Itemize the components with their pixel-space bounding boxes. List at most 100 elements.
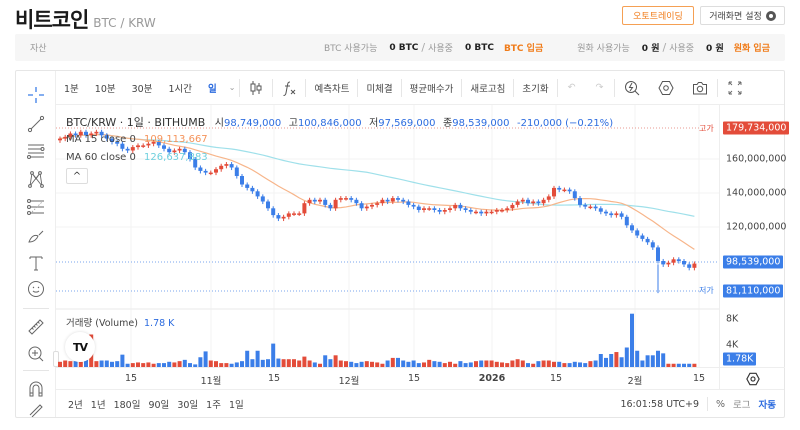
trend-line-tool[interactable] xyxy=(24,113,48,135)
smiley-icon xyxy=(28,281,44,297)
ma60-legend[interactable]: MA 60 close 0 126,637,883 xyxy=(66,152,208,163)
zoom-in-tool[interactable] xyxy=(24,343,48,365)
price-tick: 120,000,000 xyxy=(726,221,787,233)
hexagon-settings-icon xyxy=(657,80,674,95)
time-axis-label: 15 xyxy=(124,373,138,384)
interval-1h[interactable]: 1시간 xyxy=(168,83,193,95)
autotrading-button[interactable]: 오토트레이딩 xyxy=(622,6,694,25)
indicators-button[interactable] xyxy=(273,71,305,104)
symbol-label: BTC/KRW · 1일 · BITHUMB xyxy=(66,116,206,129)
volume-tick: 8K xyxy=(726,313,739,325)
interval-30m[interactable]: 30분 xyxy=(131,83,153,95)
volume-value: 1.78 K xyxy=(144,318,175,329)
time-axis-label: 15 xyxy=(267,373,281,384)
chart-type-button[interactable] xyxy=(240,71,272,104)
open-orders-button[interactable]: 미체결 xyxy=(366,83,393,95)
function-fx-icon xyxy=(283,81,296,96)
toolbar-divider xyxy=(357,78,359,97)
brush-icon xyxy=(28,230,44,243)
refresh-button[interactable]: 새로고침 xyxy=(470,83,506,95)
btc-deposit-link[interactable]: BTC 입금 xyxy=(503,44,544,54)
asset-label: 자산 xyxy=(30,44,47,54)
range-1y[interactable]: 1년 xyxy=(90,400,106,411)
range-1d[interactable]: 1일 xyxy=(228,400,244,411)
interval-10m[interactable]: 10분 xyxy=(94,83,116,95)
quick-search-button[interactable] xyxy=(615,71,649,104)
brush-tool[interactable] xyxy=(24,225,48,247)
pattern-tool[interactable] xyxy=(24,168,48,190)
redo-icon[interactable]: ↷ xyxy=(595,82,604,93)
chart-settings-button[interactable] xyxy=(649,71,683,104)
avg-buy-price-button[interactable]: 평균매수가 xyxy=(409,83,454,95)
high-side-label: 고가 xyxy=(699,124,714,133)
price-axis[interactable]: 160,000,000 140,000,000 120,000,000 179,… xyxy=(719,105,790,375)
price-chart-canvas[interactable] xyxy=(56,105,719,375)
forecast-chart-button[interactable]: 예측차트 xyxy=(314,83,350,95)
magnet-tool[interactable] xyxy=(24,378,48,400)
toolbar-divider xyxy=(272,78,274,97)
time-axis-label: 2026 xyxy=(478,373,506,384)
toolbar-divider xyxy=(716,78,718,97)
undo-icon[interactable]: ↶ xyxy=(567,82,576,93)
crosshair-icon xyxy=(28,87,44,103)
zoom-in-icon xyxy=(28,346,44,362)
slash: / xyxy=(421,41,426,54)
low-price-tag: 81,110,000 xyxy=(723,284,784,298)
ma60-value: 126,637,883 xyxy=(144,152,208,163)
panel-collapse-handle[interactable] xyxy=(53,351,59,367)
ma15-value: 109,113,667 xyxy=(144,134,208,145)
candlestick-icon xyxy=(250,80,262,95)
reset-button[interactable]: 초기화 xyxy=(522,83,549,95)
range-180d[interactable]: 180일 xyxy=(113,400,141,411)
trade-screen-settings-button[interactable]: 거래화면 설정 xyxy=(700,6,785,25)
ma15-legend[interactable]: MA 15 close 0 109,113,667 xyxy=(66,134,208,145)
interval-1m[interactable]: 1분 xyxy=(64,83,79,95)
screenshot-button[interactable] xyxy=(683,71,717,104)
emoji-tool[interactable] xyxy=(24,278,48,300)
high-value: 100,846,000 xyxy=(297,118,362,129)
auto-scale-toggle[interactable]: 자동 xyxy=(758,400,776,411)
fibonacci-tool[interactable] xyxy=(24,196,48,218)
log-scale-toggle[interactable]: 로그 xyxy=(733,400,751,411)
crosshair-tool[interactable] xyxy=(24,84,48,106)
fullscreen-button[interactable] xyxy=(718,71,752,104)
toolbar-divider xyxy=(613,78,615,97)
horizontal-lines-tool[interactable] xyxy=(24,139,48,161)
change-value: -210,000 (−0.21%) xyxy=(517,118,614,129)
magnet-icon xyxy=(29,381,43,397)
toolbar-divider xyxy=(461,78,463,97)
interval-day[interactable]: 일 xyxy=(208,83,217,95)
hexagon-settings-icon xyxy=(745,372,760,385)
gear-icon xyxy=(765,10,776,21)
btc-available-label: BTC 사용가능 xyxy=(323,44,378,54)
range-30d[interactable]: 30일 xyxy=(177,400,199,411)
legend-collapse-button[interactable]: ^ xyxy=(66,168,88,184)
time-axis-label: 2월 xyxy=(627,376,643,387)
range-2y[interactable]: 2년 xyxy=(68,400,83,411)
tradingview-logo[interactable]: TV xyxy=(65,332,95,362)
slash: / xyxy=(662,41,667,54)
range-90d[interactable]: 90일 xyxy=(148,400,170,411)
percent-scale-toggle[interactable]: % xyxy=(716,398,726,410)
text-tool[interactable] xyxy=(24,252,48,274)
btc-in-use-value: 0 BTC xyxy=(464,42,494,53)
trend-line-icon xyxy=(27,115,45,133)
toolbar-divider xyxy=(513,78,515,97)
volume-current-tag: 1.78K xyxy=(723,352,757,366)
ma60-label: MA 60 close 0 xyxy=(66,152,136,163)
axis-settings-button[interactable] xyxy=(719,367,785,389)
measure-tool[interactable] xyxy=(24,316,48,338)
lock-tool[interactable] xyxy=(24,401,48,417)
krw-deposit-link[interactable]: 원화 입금 xyxy=(733,44,770,54)
interval-dropdown-chevron-icon[interactable]: ⌄ xyxy=(228,83,236,92)
range-1w[interactable]: 1주 xyxy=(206,400,221,411)
high-price-tag: 179,734,000 xyxy=(723,121,790,135)
toolbar-divider xyxy=(556,78,558,97)
chart-widget: 1분 10분 30분 1시간 일 ⌄ 예측차트 미체결 평균매수가 새로고침 초… xyxy=(15,70,790,418)
close-value: 98,539,000 xyxy=(452,118,510,129)
pencil-icon xyxy=(29,404,43,417)
btc-available-value: 0 BTC xyxy=(389,42,419,53)
time-axis[interactable]: 15 11월 15 12월 15 2026 15 2월 15 xyxy=(56,367,719,389)
asset-bar: 자산 BTC 사용가능 0 BTC / 사용중 0 BTC BTC 입금 원화 … xyxy=(15,34,785,61)
time-axis-label: 12월 xyxy=(338,376,360,387)
